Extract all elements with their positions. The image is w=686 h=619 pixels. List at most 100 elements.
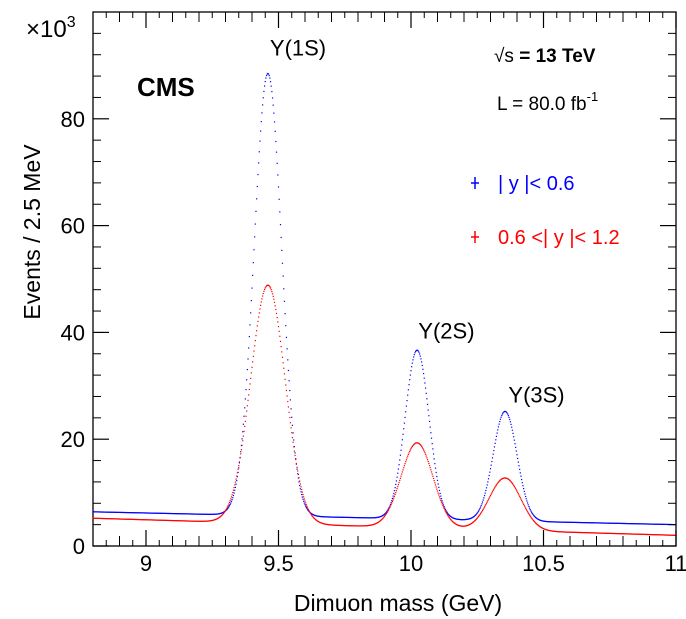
series-1-point xyxy=(226,506,229,508)
series-0-point xyxy=(375,516,378,519)
series-1-point xyxy=(430,469,432,471)
series-1-point xyxy=(645,533,647,536)
series-1-point xyxy=(480,511,482,514)
series-1-point xyxy=(641,533,643,535)
series-1-point xyxy=(512,483,514,485)
series-1-point xyxy=(172,519,174,522)
series-0-point xyxy=(256,198,258,200)
series-0-point xyxy=(596,522,598,524)
series-1-point xyxy=(573,531,575,533)
series-1-point xyxy=(482,508,484,510)
series-0-point xyxy=(152,512,154,514)
series-1-point xyxy=(311,514,313,516)
series-0-point xyxy=(452,517,454,519)
series-0-point xyxy=(301,493,303,496)
series-1-point xyxy=(590,532,592,534)
series-0-point xyxy=(447,513,449,515)
series-0-point xyxy=(657,523,659,525)
series-1-point xyxy=(546,529,549,531)
series-0-point xyxy=(512,432,514,435)
series-1-point xyxy=(150,519,152,521)
series-0-point xyxy=(114,511,117,513)
series-0-point xyxy=(335,516,337,518)
series-1-point xyxy=(576,531,578,534)
series-1-point xyxy=(566,531,568,533)
series-1-point xyxy=(470,523,472,525)
series-0-point xyxy=(585,522,588,524)
series-1-point xyxy=(262,292,264,295)
series-1-point xyxy=(356,525,358,527)
series-1-point xyxy=(377,521,379,524)
series-0-point xyxy=(498,423,500,425)
series-1-point xyxy=(522,502,524,504)
series-0-point xyxy=(160,512,162,514)
series-0-point xyxy=(126,511,128,514)
energy-label: √s = 13 TeV xyxy=(494,46,596,67)
series-1-point xyxy=(352,525,354,527)
series-1-point xyxy=(439,498,441,500)
series-0-point xyxy=(260,130,262,132)
series-1-point xyxy=(435,486,437,488)
series-1-point xyxy=(261,298,263,300)
series-1-point xyxy=(232,489,235,491)
series-1-point xyxy=(222,513,224,515)
series-1-point xyxy=(159,519,161,521)
series-0-point xyxy=(465,518,467,521)
series-0-point xyxy=(468,518,470,520)
series-1-point xyxy=(216,518,218,520)
series-0-point xyxy=(385,511,388,513)
series-0-point xyxy=(409,379,411,381)
series-1-point xyxy=(591,532,593,534)
series-0-point xyxy=(450,516,453,518)
series-0-point xyxy=(607,522,609,524)
series-1-point xyxy=(232,491,234,494)
series-0-point xyxy=(118,511,120,513)
series-1-point xyxy=(546,529,548,531)
series-0-point xyxy=(507,415,509,417)
series-1-point xyxy=(419,443,421,446)
series-1-point xyxy=(481,509,484,512)
series-1-point xyxy=(649,533,651,536)
series-1-point xyxy=(303,498,305,500)
series-0-point xyxy=(104,511,107,513)
series-1-point xyxy=(114,518,116,520)
series-1-point xyxy=(454,522,456,524)
series-0-point xyxy=(138,512,140,514)
series-0-point xyxy=(398,464,400,466)
series-1-point xyxy=(672,534,674,536)
series-1-point xyxy=(360,525,362,527)
series-1-point xyxy=(263,288,266,291)
series-0-point xyxy=(343,516,345,518)
series-0-point xyxy=(440,495,442,497)
series-1-point xyxy=(344,524,346,527)
series-0-point xyxy=(556,521,559,523)
series-1-point xyxy=(326,523,329,526)
series-0-point xyxy=(542,520,544,522)
series-1-point xyxy=(656,534,659,536)
series-1-point xyxy=(446,514,449,516)
series-0-point xyxy=(554,521,556,523)
series-0-point xyxy=(332,516,334,518)
series-0-point xyxy=(237,471,239,474)
series-1-point xyxy=(112,518,114,520)
series-1-point xyxy=(517,491,519,494)
series-1-point xyxy=(173,520,175,522)
series-0-point xyxy=(340,516,343,518)
series-1-point xyxy=(328,524,331,526)
series-1-point xyxy=(177,520,180,522)
series-0-point xyxy=(206,513,208,515)
experiment-label: CMS xyxy=(137,72,195,102)
series-0-point xyxy=(616,522,618,524)
series-1-point xyxy=(596,532,598,534)
series-0-point xyxy=(480,504,482,507)
series-1-point xyxy=(156,519,158,521)
series-1-point xyxy=(429,467,431,469)
series-0-point xyxy=(333,516,335,518)
series-1-point xyxy=(505,477,507,479)
series-0-point xyxy=(390,502,392,504)
series-1-point xyxy=(633,533,635,535)
series-0-point xyxy=(177,513,180,515)
series-1-point xyxy=(479,513,482,515)
series-0-point xyxy=(570,521,572,523)
series-1-point xyxy=(587,532,589,534)
